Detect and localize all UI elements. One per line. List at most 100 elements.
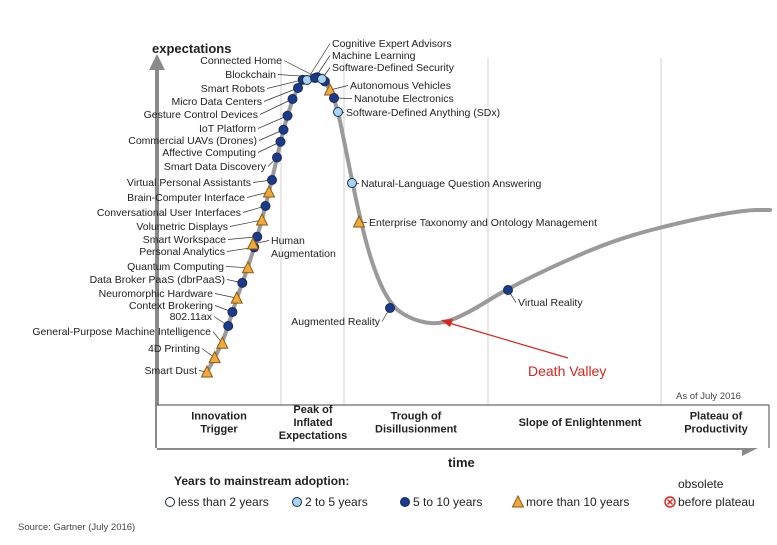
hype-item: Natural-Language Question Answering — [347, 178, 542, 190]
triangle-marker — [255, 212, 269, 226]
annotation-arrow-line — [448, 322, 569, 359]
source-label: Source: Gartner (July 2016) — [18, 522, 135, 533]
hype-item: 802.11ax — [170, 311, 234, 331]
leader-line — [225, 266, 248, 269]
phase-band — [157, 405, 769, 448]
legend-items: less than 2 years 2 to 5 years 5 to 10 yea… — [165, 477, 755, 509]
phase-label: Trough of — [391, 411, 442, 423]
item-label: Quantum Computing — [127, 261, 224, 273]
open-circle-marker — [165, 497, 175, 507]
dark-circle-marker — [400, 497, 410, 507]
item-label: Blockchain — [225, 69, 276, 81]
phase-dividers — [280, 58, 662, 448]
phase-label: Disillusionment — [375, 424, 457, 436]
light-circle-marker — [333, 107, 343, 117]
phase-label: Innovation — [191, 411, 247, 423]
item-label: Smart Workspace — [143, 234, 226, 246]
dark-circle-marker — [252, 231, 263, 242]
dark-circle-marker — [260, 201, 271, 211]
hype-item: Virtual Reality — [503, 285, 583, 309]
phase-label: Inflated — [293, 417, 332, 429]
item-label: Cognitive Expert Advisors — [332, 38, 452, 50]
item-label: Augmented Reality — [291, 316, 380, 328]
item-label: Natural-Language Question Answering — [361, 178, 542, 190]
hype-item: Context Brokering — [129, 300, 238, 317]
triangle-marker — [352, 214, 366, 228]
hype-item: Affective Computing — [162, 136, 286, 159]
dark-circle-marker — [385, 303, 395, 313]
item-label: Data Broker PaaS (dbrPaaS) — [90, 274, 225, 286]
item-label: Conversational User Interfaces — [97, 207, 241, 219]
hype-item: Micro Data Centers — [172, 83, 303, 108]
hype-item: Smart Data Discovery — [164, 152, 282, 173]
hype-item: Commercial UAVs (Drones) — [128, 124, 289, 147]
hype-item: Nanotube Electronics — [329, 93, 454, 105]
annotation-arrow-icon — [441, 319, 453, 327]
dark-circle-marker — [278, 124, 289, 135]
triangle-marker — [230, 290, 244, 304]
dark-circle-marker — [293, 83, 303, 93]
light-circle-marker — [292, 497, 302, 507]
as-of-label: As of July 2016 — [676, 391, 741, 402]
hype-item: Smart Dust — [144, 364, 214, 378]
hype-item: Neuromorphic Hardware — [99, 288, 244, 304]
item-label: Smart Data Discovery — [164, 161, 267, 173]
leader-line — [266, 79, 303, 89]
hype-item: Volumetric Displays — [136, 212, 269, 233]
item-label: Personal Analytics — [139, 246, 225, 258]
triangle-marker — [241, 260, 255, 274]
legend-label: 2 to 5 years — [305, 495, 368, 509]
legend-item: 5 to 10 years — [400, 495, 482, 509]
legend-label: 5 to 10 years — [413, 495, 482, 509]
legend-label: more than 10 years — [526, 495, 629, 509]
phase-label: Slope of Enlightenment — [519, 417, 642, 429]
item-label: Software-Defined Anything (SDx) — [346, 107, 500, 119]
dark-circle-marker — [282, 110, 293, 121]
obsolete-cross — [667, 499, 673, 505]
item-label: 4D Printing — [148, 343, 200, 355]
dark-circle-marker — [227, 307, 238, 317]
legend-item: more than 10 years — [511, 494, 629, 509]
phase-label: Plateau of — [690, 411, 743, 423]
legend-item: less than 2 years — [165, 495, 269, 509]
leader-line — [306, 43, 331, 81]
item-label: Autonomous Vehicles — [350, 80, 451, 92]
hype-item: Software-Defined Security — [317, 62, 455, 84]
dark-circle-marker — [272, 152, 282, 163]
item-label: Volumetric Displays — [136, 221, 228, 233]
y-axis-title: expectations — [152, 41, 231, 56]
markers: Smart Dust 4D Printing General-Purpose Mac… — [32, 38, 597, 378]
dark-circle-marker — [275, 136, 286, 147]
item-label: Affective Computing — [162, 147, 256, 159]
legend-label: less than 2 years — [178, 495, 269, 509]
legend-item: 2 to 5 years — [292, 495, 368, 509]
legend-label: before plateau — [678, 495, 755, 509]
item-label: General-Purpose Machine Intelligence — [32, 326, 211, 338]
item-label: Context Brokering — [129, 300, 213, 312]
hype-item: 4D Printing — [148, 343, 221, 364]
item-label: IoT Platform — [199, 123, 256, 135]
annotation-text: Death Valley — [528, 363, 606, 379]
hype-item: Conversational User Interfaces — [97, 201, 271, 219]
item-label: Augmentation — [271, 248, 336, 260]
leader-line — [257, 115, 288, 129]
hype-item: Enterprise Taxonomy and Ontology Managem… — [352, 214, 597, 229]
y-axis-arrow-icon — [149, 54, 165, 70]
item-label: Commercial UAVs (Drones) — [128, 135, 257, 147]
item-label: Machine Learning — [332, 50, 416, 62]
item-label: Software-Defined Security — [332, 62, 455, 74]
x-axis-title: time — [448, 455, 475, 470]
dark-circle-marker — [237, 277, 248, 288]
hype-item: Virtual Personal Assistants — [127, 175, 277, 189]
item-label: Gesture Control Devices — [144, 109, 258, 121]
triangle-marker — [200, 364, 214, 378]
leader-line — [263, 87, 299, 102]
hype-item: IoT Platform — [199, 110, 293, 135]
legend-item: before plateau obsolete — [664, 477, 755, 509]
item-label: Micro Data Centers — [172, 96, 262, 108]
leader-line — [259, 98, 293, 115]
hype-item: Autonomous Vehicles — [323, 80, 451, 96]
hype-item: General-Purpose Machine Intelligence — [32, 326, 229, 349]
